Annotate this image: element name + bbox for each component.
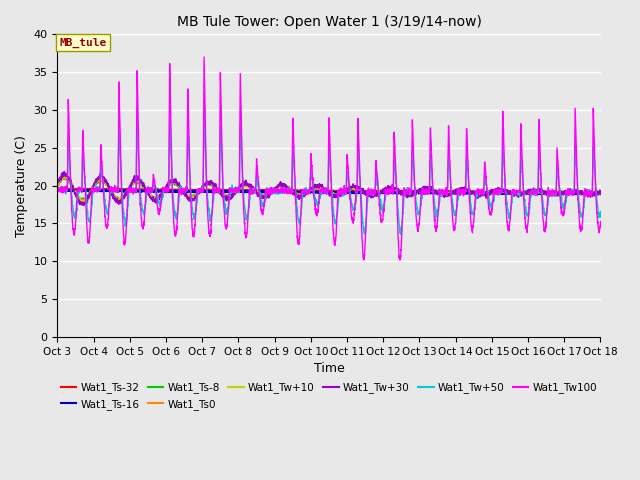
Wat1_Ts0 (285, 185, 293, 191)
Wat1_Ts-16 (596, 191, 604, 197)
Wat1_Ts-32 (285, 189, 293, 194)
Wat1_Tw+50 (596, 209, 604, 215)
Line: Wat1_Tw+50: Wat1_Tw+50 (58, 115, 600, 235)
Wat1_Tw+30 (60, 169, 68, 175)
Wat1_Tw+30 (528, 187, 536, 193)
Wat1_Tw+10 (596, 190, 604, 196)
Wat1_Ts-16 (586, 191, 594, 197)
Wat1_Ts-8 (586, 192, 594, 198)
Wat1_Tw100 (586, 190, 594, 195)
Wat1_Ts0 (586, 191, 594, 196)
Wat1_Ts-8 (285, 185, 293, 191)
Wat1_Ts-16 (116, 188, 124, 194)
Wat1_Tw100 (115, 99, 123, 105)
Wat1_Tw+50 (285, 185, 293, 191)
Wat1_Ts-32 (586, 190, 594, 196)
Wat1_Ts-8 (54, 184, 61, 190)
Wat1_Ts-8 (116, 195, 124, 201)
Wat1_Ts0 (61, 173, 68, 179)
Wat1_Ts0 (116, 197, 124, 203)
Wat1_Ts-8 (79, 198, 87, 204)
Wat1_Ts-16 (285, 189, 293, 195)
Wat1_Tw100 (200, 54, 208, 60)
Wat1_Ts-8 (528, 187, 536, 193)
Wat1_Tw+10 (54, 183, 61, 189)
Wat1_Tw+50 (148, 189, 156, 194)
Wat1_Tw+30 (285, 187, 293, 192)
Wat1_Ts-16 (262, 189, 269, 195)
Title: MB Tule Tower: Open Water 1 (3/19/14-now): MB Tule Tower: Open Water 1 (3/19/14-now… (177, 15, 481, 29)
Wat1_Ts-16 (67, 187, 75, 192)
Wat1_Ts-32 (527, 190, 535, 195)
Wat1_Tw100 (148, 189, 156, 195)
X-axis label: Time: Time (314, 362, 344, 375)
Line: Wat1_Tw100: Wat1_Tw100 (58, 57, 600, 260)
Wat1_Tw+50 (115, 138, 123, 144)
Wat1_Ts-32 (570, 191, 577, 196)
Wat1_Ts-8 (148, 193, 156, 199)
Wat1_Ts-32 (596, 190, 604, 196)
Wat1_Ts-32 (54, 187, 61, 192)
Line: Wat1_Ts-8: Wat1_Ts-8 (58, 177, 600, 201)
Wat1_Ts0 (262, 193, 270, 199)
Wat1_Ts-16 (527, 191, 535, 196)
Wat1_Tw100 (596, 218, 604, 224)
Wat1_Tw+50 (200, 112, 208, 118)
Wat1_Tw100 (262, 188, 269, 194)
Line: Wat1_Ts0: Wat1_Ts0 (58, 176, 600, 202)
Wat1_Ts-16 (559, 192, 567, 197)
Wat1_Tw100 (285, 186, 293, 192)
Wat1_Ts0 (528, 189, 536, 195)
Wat1_Ts-32 (262, 188, 269, 193)
Wat1_Ts-8 (596, 190, 604, 196)
Wat1_Ts-32 (107, 186, 115, 192)
Wat1_Tw+10 (148, 195, 156, 201)
Wat1_Tw+30 (116, 200, 124, 205)
Wat1_Ts-16 (148, 188, 156, 194)
Line: Wat1_Ts-32: Wat1_Ts-32 (58, 189, 600, 193)
Wat1_Tw+50 (586, 193, 594, 199)
Wat1_Tw+10 (528, 187, 536, 192)
Wat1_Tw+10 (586, 192, 594, 197)
Wat1_Tw+10 (116, 198, 124, 204)
Wat1_Tw+30 (54, 181, 61, 187)
Wat1_Tw100 (528, 192, 536, 197)
Wat1_Ts-32 (148, 187, 156, 193)
Wat1_Ts0 (80, 199, 88, 205)
Wat1_Tw+10 (285, 187, 293, 192)
Wat1_Tw+10 (60, 172, 67, 178)
Wat1_Tw+50 (528, 187, 536, 193)
Wat1_Tw+50 (262, 194, 269, 200)
Wat1_Ts-8 (63, 174, 70, 180)
Wat1_Tw+30 (80, 203, 88, 208)
Text: MB_tule: MB_tule (60, 37, 106, 48)
Wat1_Tw+10 (79, 200, 87, 206)
Wat1_Tw+50 (397, 232, 405, 238)
Wat1_Tw100 (396, 257, 403, 263)
Line: Wat1_Ts-16: Wat1_Ts-16 (58, 190, 600, 194)
Wat1_Tw+30 (262, 193, 270, 199)
Wat1_Tw+10 (262, 194, 270, 200)
Wat1_Ts0 (148, 193, 156, 199)
Wat1_Ts-32 (116, 187, 124, 192)
Wat1_Tw+30 (586, 192, 594, 198)
Wat1_Tw+30 (596, 192, 604, 197)
Line: Wat1_Tw+30: Wat1_Tw+30 (58, 172, 600, 205)
Legend: Wat1_Ts-32, Wat1_Ts-16, Wat1_Ts-8, Wat1_Ts0, Wat1_Tw+10, Wat1_Tw+30, Wat1_Tw+50,: Wat1_Ts-32, Wat1_Ts-16, Wat1_Ts-8, Wat1_… (56, 378, 602, 414)
Wat1_Ts0 (596, 189, 604, 194)
Line: Wat1_Tw+10: Wat1_Tw+10 (58, 175, 600, 203)
Wat1_Tw+30 (148, 195, 156, 201)
Wat1_Ts-16 (54, 188, 61, 193)
Y-axis label: Temperature (C): Temperature (C) (15, 135, 28, 237)
Wat1_Tw100 (54, 184, 61, 190)
Wat1_Tw+50 (54, 184, 61, 190)
Wat1_Ts0 (54, 184, 61, 190)
Wat1_Ts-8 (262, 193, 270, 199)
